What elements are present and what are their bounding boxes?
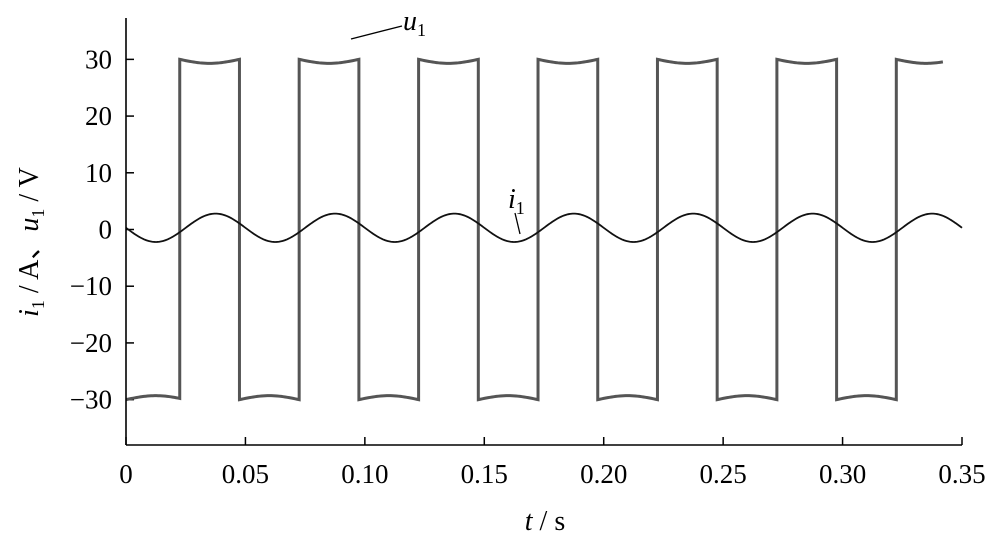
- y-tick-label: −10: [70, 271, 112, 301]
- x-tick-label: 0.25: [700, 459, 747, 489]
- i1-line: [125, 212, 963, 243]
- y-tick-label: −30: [70, 385, 112, 415]
- x-tick-label: 0.20: [580, 459, 627, 489]
- u1-line: [125, 57, 944, 402]
- x-tick-label: 0.35: [938, 459, 985, 489]
- series-layer: [125, 57, 963, 402]
- x-tick-label: 0: [119, 459, 133, 489]
- u1-leader-line: [350, 25, 403, 40]
- ticks-layer: 0 0.05 0.10 0.15 0.20 0.25 0.30 0.35 30 20 10 0 −10 −…: [70, 44, 986, 489]
- y-tick-label: 20: [85, 101, 112, 131]
- u1-annotation: u1: [403, 6, 426, 40]
- i1-annotation: i1: [508, 184, 525, 218]
- y-tick-label: 30: [85, 44, 112, 74]
- x-tick-label: 0.10: [341, 459, 388, 489]
- y-axis-title: i1 / A、u1 / V: [14, 167, 48, 317]
- x-tick-label: 0.30: [819, 459, 866, 489]
- x-axis-title: t / s: [525, 506, 565, 537]
- y-tick-label: 10: [85, 158, 112, 188]
- x-tick-label: 0.15: [461, 459, 508, 489]
- y-tick-label: −20: [70, 328, 112, 358]
- x-tick-label: 0.05: [222, 459, 269, 489]
- i1-leader-line: [514, 212, 521, 235]
- y-tick-label: 0: [99, 215, 113, 245]
